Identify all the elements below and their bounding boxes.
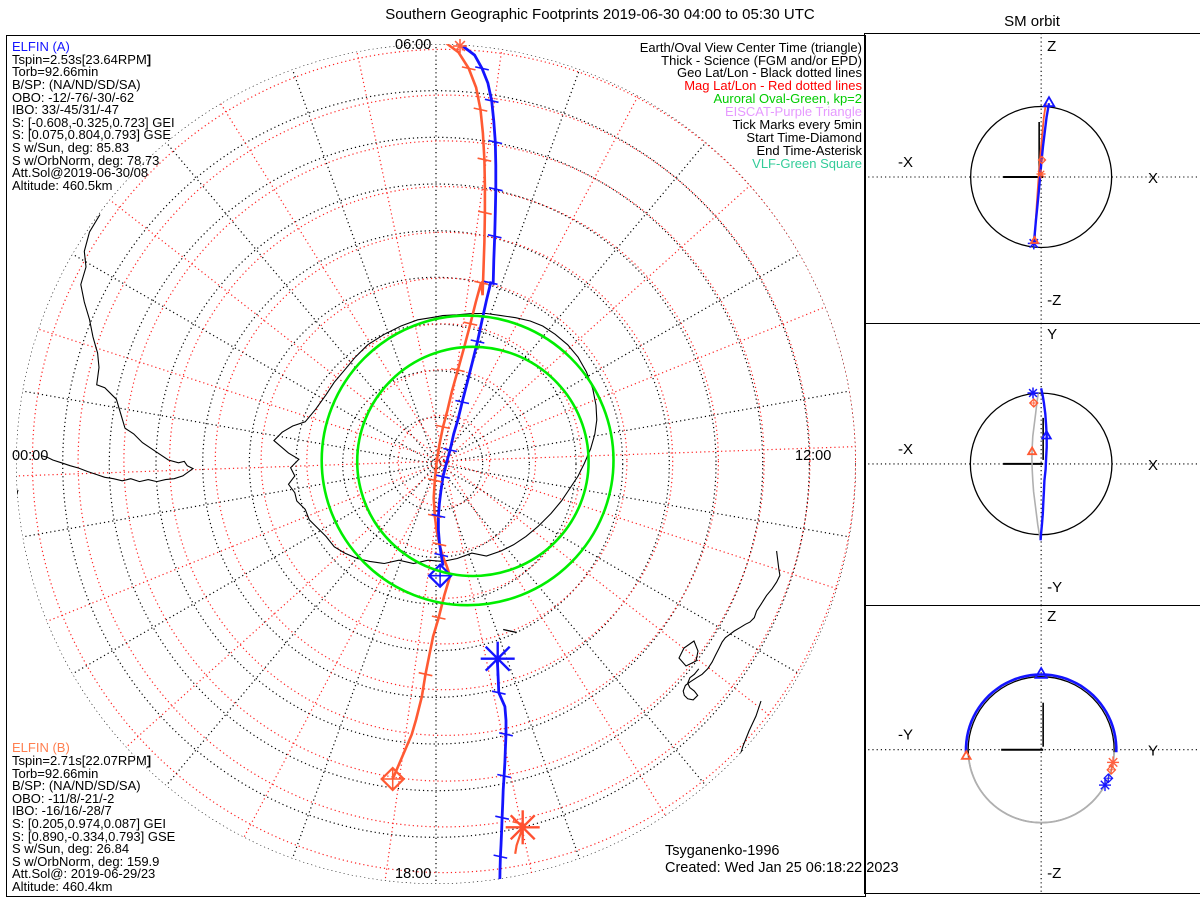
svg-text:Z: Z	[1047, 608, 1056, 625]
svg-text:-X: -X	[898, 154, 913, 171]
svg-text:Z: Z	[1047, 38, 1056, 55]
svg-text:-Z: -Z	[1047, 865, 1061, 882]
svg-text:-Z: -Z	[1047, 292, 1061, 309]
svg-text:-Y: -Y	[898, 727, 913, 744]
svg-text:X: X	[1148, 170, 1158, 187]
svg-text:-Y: -Y	[1047, 579, 1062, 596]
svg-text:Y: Y	[1148, 743, 1158, 760]
svg-text:-X: -X	[898, 441, 913, 458]
svg-text:Y: Y	[1047, 326, 1057, 343]
svg-text:X: X	[1148, 457, 1158, 474]
